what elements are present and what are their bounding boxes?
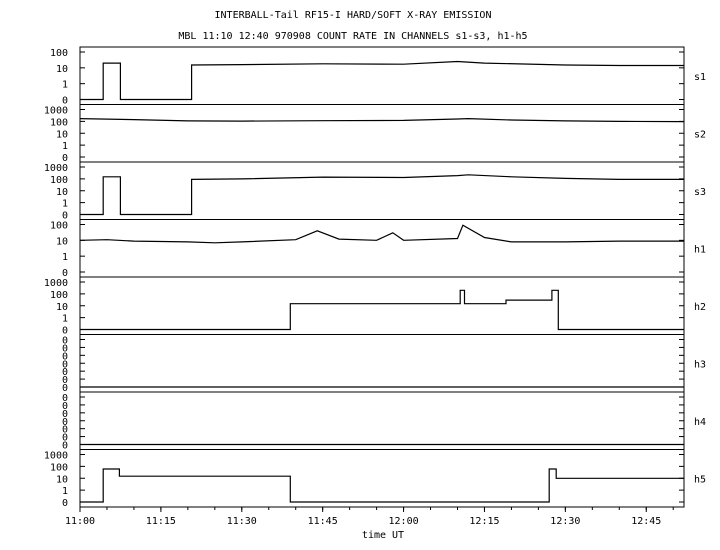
y-tick-label: 1000: [44, 278, 68, 289]
y-tick-label: 100: [50, 221, 68, 232]
y-tick-label: 1: [62, 314, 68, 325]
series-line-h1: [79, 224, 684, 244]
chart-title: INTERBALL-Tail RF15-I HARD/SOFT X-RAY EM…: [215, 10, 492, 21]
y-tick-label: 0: [62, 401, 68, 412]
chart-subtitle: MBL 11:10 12:40 970908 COUNT RATE IN CHA…: [178, 31, 527, 42]
panel-frame-s2: [79, 104, 685, 163]
y-tick-label: 0: [62, 433, 68, 444]
panel-frame-h3: [79, 334, 685, 393]
y-tick-label: 0: [62, 417, 68, 428]
y-tick-label: 100: [50, 48, 68, 59]
y-tick-label: 100: [50, 462, 68, 473]
y-tick-label: 0: [62, 498, 68, 509]
panel-name-s1: s1: [694, 72, 706, 83]
x-tick-label: 11:15: [146, 516, 176, 527]
y-tick-label: 1000: [44, 163, 68, 174]
y-tick-label: 0: [62, 336, 68, 347]
panel-frame-h4: [79, 391, 685, 450]
y-tick-label: 0: [62, 383, 68, 394]
y-tick-label: 0: [62, 425, 68, 436]
x-tick-label: 11:30: [227, 516, 257, 527]
y-tick-label: 1: [62, 199, 68, 210]
y-tick-label: 0: [62, 351, 68, 362]
y-tick-label: 100: [50, 117, 68, 128]
y-tick-label: 10: [56, 236, 68, 247]
time-axis: 11:00 11:15 11:30 11:45 12:00 12:15 12:30 12:45: [65, 507, 674, 527]
y-tick-label: 0: [62, 326, 68, 337]
series-line-h5: [80, 468, 684, 503]
panel-frame-s3: [79, 161, 685, 220]
series-line-s3: [80, 174, 684, 216]
y-tick-label: 0: [62, 375, 68, 386]
y-tick-label: 1000: [44, 106, 68, 117]
y-tick-label: 10: [56, 302, 68, 313]
y-tick-label: 1: [62, 486, 68, 497]
y-tick-label: 100: [50, 290, 68, 301]
y-tick-label: 0: [62, 211, 68, 222]
y-tick-label: 10: [56, 129, 68, 140]
x-tick-label: 12:30: [550, 516, 580, 527]
y-tick-label: 10: [56, 474, 68, 485]
y-tick-label: 0: [62, 367, 68, 378]
x-tick-label: 12:15: [469, 516, 499, 527]
x-tick-label: 12:45: [631, 516, 661, 527]
panel-name-h5: h5: [694, 474, 706, 485]
y-tick-label: 10: [56, 64, 68, 75]
y-tick-label: 0: [62, 393, 68, 404]
series-line-s1: [80, 60, 684, 101]
x-axis-label: time UT: [362, 530, 404, 541]
y-tick-label: 0: [62, 268, 68, 279]
panel-name-h1: h1: [694, 244, 706, 255]
x-tick-label: 11:00: [65, 516, 95, 527]
y-tick-label: 0: [62, 409, 68, 420]
y-tick-label: 0: [62, 343, 68, 354]
panel-name-s3: s3: [694, 187, 706, 198]
series-line-s2: [79, 117, 685, 123]
y-tick-label: 0: [62, 153, 68, 164]
y-tick-label: 1: [62, 141, 68, 152]
y-tick-label: 0: [62, 96, 68, 107]
panel-name-h3: h3: [694, 359, 706, 370]
y-tick-label: 1: [62, 80, 68, 91]
y-tick-label: 1: [62, 252, 68, 263]
y-tick-label: 1000: [44, 451, 68, 462]
y-tick-label: 0: [62, 441, 68, 452]
panels-group: 1001010s110001001010s210001001010s310010…: [44, 46, 706, 509]
x-tick-label: 12:00: [389, 516, 419, 527]
panel-frame-h1: [79, 219, 685, 278]
panel-frame-h2: [79, 276, 685, 335]
y-tick-label: 0: [62, 359, 68, 370]
panel-frame-s1: [79, 46, 685, 105]
y-tick-label: 10: [56, 187, 68, 198]
y-tick-label: 100: [50, 175, 68, 186]
panel-name-h4: h4: [694, 417, 706, 428]
panel-name-h2: h2: [694, 302, 706, 313]
series-line-h2: [80, 289, 684, 331]
panel-name-s2: s2: [694, 129, 706, 140]
x-tick-label: 11:45: [308, 516, 338, 527]
